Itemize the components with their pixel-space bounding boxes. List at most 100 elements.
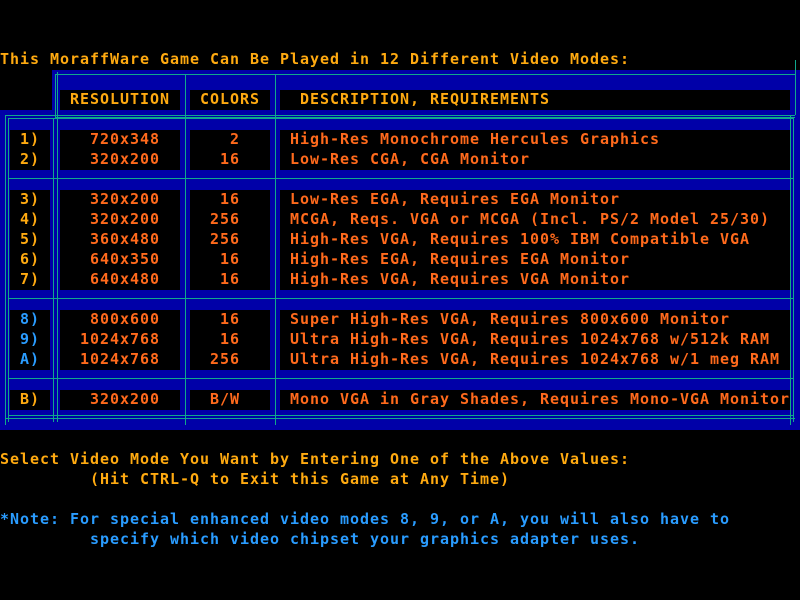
- mode-key: 6): [20, 250, 41, 268]
- table-row[interactable]: 6) 640x350 16 High-Res EGA, Requires EGA Mo…: [0, 249, 800, 269]
- mode-resolution: 640x480: [89, 270, 160, 288]
- mode-key: 9): [20, 330, 41, 348]
- mode-key: 4): [20, 210, 41, 228]
- mode-colors: 256: [209, 350, 240, 368]
- mode-colors: 256: [209, 210, 240, 228]
- mode-description: High-Res VGA, Requires VGA Monitor: [290, 270, 631, 288]
- border-line: [8, 118, 9, 422]
- mode-description: Ultra High-Res VGA, Requires 1024x768 w/…: [290, 330, 771, 348]
- table-row[interactable]: 3) 320x200 16 Low-Res EGA, Requires EGA Mon…: [0, 189, 800, 209]
- cell-bg: [60, 190, 180, 290]
- mode-description: MCGA, Reqs. VGA or MCGA (Incl. PS/2 Mode…: [290, 210, 771, 228]
- table-row[interactable]: 8) 800x600 16 Super High-Res VGA, Requires …: [0, 309, 800, 329]
- table-row[interactable]: 4) 320x200 256 MCGA, Reqs. VGA or MCGA (Inc…: [0, 209, 800, 229]
- border-line: [8, 118, 793, 119]
- border-line: [8, 298, 793, 299]
- cell-bg: [10, 190, 50, 290]
- border-line: [8, 415, 793, 416]
- mode-description: Ultra High-Res VGA, Requires 1024x768 w/…: [290, 350, 781, 368]
- cell-bg: [280, 310, 790, 370]
- mode-resolution: 1024x768: [79, 350, 160, 368]
- table-row[interactable]: 7) 640x480 16 High-Res VGA, Requires VGA Mo…: [0, 269, 800, 289]
- mode-colors: B/W: [209, 390, 240, 408]
- border-line: [795, 60, 796, 115]
- cell-bg: [60, 310, 180, 370]
- border-line: [275, 75, 276, 425]
- mode-key: 3): [20, 190, 41, 208]
- table-row[interactable]: 2) 320x200 16 Low-Res CGA, CGA Monitor: [0, 149, 800, 169]
- mode-resolution: 720x348: [89, 130, 160, 148]
- border-line: [57, 72, 58, 422]
- border-line: [5, 115, 6, 425]
- table-row[interactable]: B) 320x200 B/W Mono VGA in Gray Shades, Req…: [0, 389, 800, 409]
- border-line: [5, 115, 795, 116]
- note-line-1: *Note: For special enhanced video modes …: [0, 510, 731, 528]
- mode-key: 5): [20, 230, 41, 248]
- mode-description: Super High-Res VGA, Requires 800x600 Mon…: [290, 310, 731, 328]
- intro-text: This MoraffWare Game Can Be Played in 12…: [0, 50, 631, 68]
- mode-resolution: 800x600: [89, 310, 160, 328]
- cell-bg: [10, 390, 50, 410]
- mode-resolution: 360x480: [89, 230, 160, 248]
- header-resolution: RESOLUTION: [70, 90, 171, 108]
- table-row[interactable]: A) 1024x768 256 Ultra High-Res VGA, Require…: [0, 349, 800, 369]
- mode-description: Mono VGA in Gray Shades, Requires Mono-V…: [290, 390, 791, 408]
- cell-bg: [280, 130, 790, 170]
- cell-bg: [190, 390, 270, 410]
- mode-resolution: 640x350: [89, 250, 160, 268]
- cell-bg: [10, 310, 50, 370]
- header-colors: COLORS: [200, 90, 261, 108]
- mode-resolution: 320x200: [89, 190, 160, 208]
- mode-description: High-Res VGA, Requires 100% IBM Compatib…: [290, 230, 751, 248]
- border-line: [8, 178, 793, 179]
- border-line: [55, 117, 795, 118]
- mode-key: 2): [20, 150, 41, 168]
- mode-description: Low-Res CGA, CGA Monitor: [290, 150, 531, 168]
- mode-colors: 16: [219, 150, 240, 168]
- mode-key: B): [20, 390, 41, 408]
- border-line: [5, 418, 795, 419]
- border-line: [790, 115, 791, 425]
- cell-bg: [60, 130, 180, 170]
- cell-bg: [60, 390, 180, 410]
- mode-resolution: 320x200: [89, 390, 160, 408]
- mode-resolution: 320x200: [89, 210, 160, 228]
- cell-bg: [190, 130, 270, 170]
- cell-bg: [190, 310, 270, 370]
- exit-hint: (Hit CTRL-Q to Exit this Game at Any Tim…: [90, 470, 511, 488]
- border-line: [793, 118, 794, 422]
- mode-key: 8): [20, 310, 41, 328]
- mode-key: 1): [20, 130, 41, 148]
- border-line: [55, 74, 795, 75]
- mode-colors: 16: [219, 190, 240, 208]
- note-line-2: specify which video chipset your graphic…: [90, 530, 641, 548]
- mode-colors: 2: [229, 130, 240, 148]
- prompt-text: Select Video Mode You Want by Entering O…: [0, 450, 631, 468]
- header-description: DESCRIPTION, REQUIREMENTS: [300, 90, 551, 108]
- border-line: [8, 378, 793, 379]
- mode-colors: 16: [219, 250, 240, 268]
- border-line: [53, 118, 54, 422]
- cell-bg: [190, 190, 270, 290]
- border-line: [55, 75, 56, 117]
- border-line: [185, 75, 186, 425]
- table-row[interactable]: 9) 1024x768 16 Ultra High-Res VGA, Requires…: [0, 329, 800, 349]
- header-cell-bg: [60, 90, 180, 110]
- header-cell-bg: [280, 90, 790, 110]
- mode-description: High-Res Monochrome Hercules Graphics: [290, 130, 661, 148]
- mode-colors: 256: [209, 230, 240, 248]
- mode-key: A): [20, 350, 41, 368]
- cell-bg: [280, 390, 790, 410]
- mode-colors: 16: [219, 310, 240, 328]
- mode-colors: 16: [219, 270, 240, 288]
- table-row[interactable]: 1) 720x348 2 High-Res Monochrome Hercules G…: [0, 129, 800, 149]
- mode-resolution: 320x200: [89, 150, 160, 168]
- table-row[interactable]: 5) 360x480 256 High-Res VGA, Requires 100% …: [0, 229, 800, 249]
- header-cell-bg: [190, 90, 270, 110]
- cell-bg: [280, 190, 790, 290]
- cell-bg: [10, 130, 50, 170]
- mode-description: Low-Res EGA, Requires EGA Monitor: [290, 190, 621, 208]
- mode-resolution: 1024x768: [79, 330, 160, 348]
- mode-description: High-Res EGA, Requires EGA Monitor: [290, 250, 631, 268]
